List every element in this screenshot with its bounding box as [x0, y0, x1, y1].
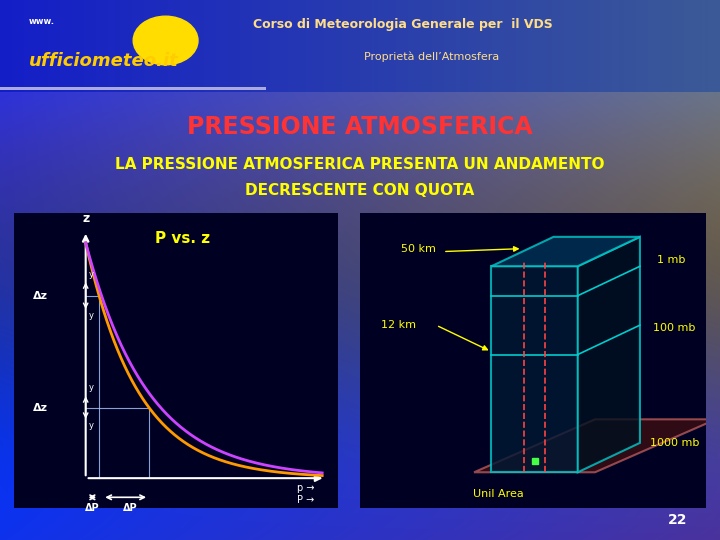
Text: PRESSIONE ATMOSFERICA: PRESSIONE ATMOSFERICA [187, 115, 533, 139]
Text: z: z [82, 212, 89, 225]
Text: Corso di Meteorologia Generale per  il VDS: Corso di Meteorologia Generale per il VD… [253, 18, 553, 31]
Text: y: y [89, 421, 94, 429]
Text: P vs. z: P vs. z [156, 231, 210, 246]
Polygon shape [491, 237, 640, 266]
Circle shape [133, 16, 198, 65]
Text: y: y [89, 269, 94, 279]
Polygon shape [577, 237, 640, 472]
Text: 1 mb: 1 mb [657, 255, 685, 265]
Polygon shape [474, 419, 716, 472]
Text: 22: 22 [668, 512, 688, 526]
Text: Δz: Δz [33, 402, 48, 413]
Bar [0, 87, 266, 90]
Text: Proprietà dell’Atmosfera: Proprietà dell’Atmosfera [364, 52, 500, 63]
Text: P →: P → [297, 495, 315, 505]
Text: 1000 mb: 1000 mb [650, 438, 699, 448]
Text: p →: p → [297, 483, 315, 494]
Text: ΔP: ΔP [85, 503, 99, 512]
Text: LA PRESSIONE ATMOSFERICA PRESENTA UN ANDAMENTO: LA PRESSIONE ATMOSFERICA PRESENTA UN AND… [115, 157, 605, 172]
Text: 50 km: 50 km [401, 244, 436, 254]
Polygon shape [491, 266, 577, 472]
Text: y: y [89, 311, 94, 320]
Text: 100 mb: 100 mb [653, 323, 696, 333]
Text: www.: www. [29, 17, 55, 26]
Text: ΔP: ΔP [123, 503, 138, 512]
Text: Unil Area: Unil Area [473, 489, 523, 499]
Text: ufficiometeo.it: ufficiometeo.it [29, 52, 179, 70]
Text: 12 km: 12 km [380, 320, 415, 330]
Text: Δz: Δz [33, 291, 48, 301]
Text: y: y [89, 383, 94, 393]
Text: DECRESCENTE CON QUOTA: DECRESCENTE CON QUOTA [246, 183, 474, 198]
